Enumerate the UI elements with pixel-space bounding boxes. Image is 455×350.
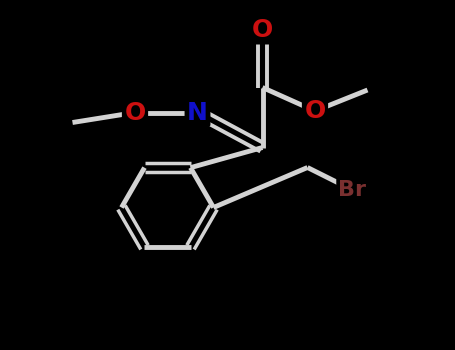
Text: O: O	[124, 100, 146, 125]
Text: O: O	[304, 99, 326, 123]
Text: Br: Br	[339, 180, 366, 200]
Text: N: N	[187, 100, 208, 125]
Text: O: O	[252, 18, 273, 42]
